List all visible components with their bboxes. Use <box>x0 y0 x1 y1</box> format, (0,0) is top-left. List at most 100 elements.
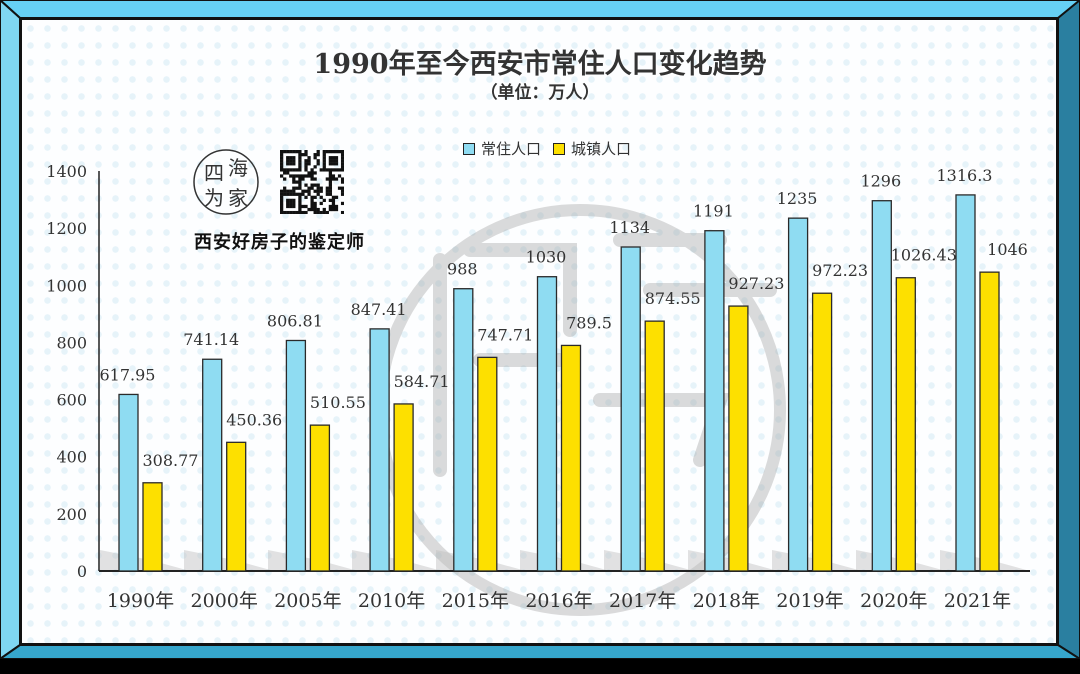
qr-module <box>313 183 317 187</box>
qr-module <box>340 177 344 181</box>
bar-urban <box>979 271 1000 572</box>
qr-module <box>316 159 320 163</box>
qr-module <box>295 174 299 178</box>
qr-module <box>286 156 290 160</box>
qr-module <box>280 153 284 157</box>
qr-module <box>295 210 299 214</box>
qr-module <box>298 165 302 169</box>
qr-module <box>334 177 339 181</box>
qr-module <box>304 204 308 209</box>
qr-module <box>328 177 333 181</box>
data-label-total: 847.41 <box>351 300 407 319</box>
qr-module <box>298 180 302 184</box>
data-label-total: 1316.3 <box>937 166 993 185</box>
qr-module <box>298 201 302 206</box>
x-tick-label: 1990年 <box>107 590 174 612</box>
legend-label-urban: 城镇人口 <box>571 140 632 158</box>
qr-module <box>331 198 336 203</box>
qr-module <box>307 192 311 196</box>
qr-module <box>322 150 326 154</box>
logo-char: 四 <box>204 161 224 185</box>
qr-module <box>292 150 296 154</box>
qr-module <box>280 192 284 196</box>
qr-module <box>340 168 344 172</box>
data-label-total: 806.81 <box>267 311 323 330</box>
qr-module <box>340 159 344 163</box>
qr-module <box>319 195 323 199</box>
x-tick-label: 2017年 <box>609 590 676 612</box>
x-tick-label: 2020年 <box>860 590 927 612</box>
qr-module <box>337 186 342 190</box>
y-tick-label: 600 <box>56 391 87 410</box>
qr-module <box>304 150 308 154</box>
qr-module <box>337 150 342 154</box>
qr-module <box>331 195 336 199</box>
qr-module <box>298 183 302 187</box>
data-label-total: 1191 <box>693 202 734 221</box>
qr-module <box>334 150 339 154</box>
qr-module <box>286 159 290 163</box>
qr-module <box>286 171 290 175</box>
bar-total <box>453 288 474 572</box>
data-label-total: 741.14 <box>183 330 239 349</box>
qr-module <box>295 168 299 172</box>
qr-module <box>322 210 326 214</box>
qr-module <box>292 204 296 209</box>
qr-module <box>289 156 293 160</box>
qr-module <box>286 189 290 193</box>
qr-module <box>286 192 290 196</box>
qr-module <box>292 177 296 181</box>
qr-module <box>283 192 287 196</box>
qr-module <box>304 165 308 169</box>
qr-module <box>340 186 344 190</box>
bar-urban <box>477 356 498 572</box>
x-tick-label: 2000年 <box>191 590 258 612</box>
x-tick-label: 2015年 <box>442 590 509 612</box>
qr-module <box>313 165 317 169</box>
qr-module <box>307 156 311 160</box>
qr-module <box>316 186 320 190</box>
qr-module <box>298 156 302 160</box>
qr-module <box>292 201 296 206</box>
bar-total <box>787 217 809 572</box>
bar-urban <box>309 424 331 572</box>
qr-module <box>310 177 314 181</box>
y-tick-label: 400 <box>56 448 87 467</box>
qr-module <box>298 174 302 178</box>
qr-module <box>337 168 342 172</box>
qr-module <box>307 189 311 193</box>
qr-module <box>310 183 314 187</box>
qr-module <box>304 189 308 193</box>
qr-module <box>286 168 290 172</box>
qr-module <box>292 156 296 160</box>
qr-module <box>283 168 287 172</box>
qr-module <box>307 186 311 190</box>
qr-module <box>298 192 302 196</box>
qr-code-icon <box>280 150 344 214</box>
qr-module <box>301 210 305 214</box>
qr-module <box>316 153 320 157</box>
x-tick-label: 2016年 <box>525 590 592 612</box>
qr-module <box>313 207 317 212</box>
qr-module <box>289 168 293 172</box>
data-label-urban: 450.36 <box>226 410 282 429</box>
qr-module <box>298 150 302 154</box>
qr-module <box>328 186 333 190</box>
qr-module <box>298 195 302 199</box>
bar-total <box>536 276 558 572</box>
qr-module <box>304 210 308 214</box>
qr-module <box>325 189 329 193</box>
qr-module <box>280 165 284 169</box>
qr-module <box>280 156 284 160</box>
qr-module <box>280 195 284 199</box>
qr-module <box>328 171 333 175</box>
qr-module <box>334 156 339 160</box>
qr-module <box>295 192 299 196</box>
qr-module <box>310 207 314 212</box>
qr-module <box>322 168 326 172</box>
legend-label-total: 常住人口 <box>481 140 542 158</box>
qr-module <box>280 150 284 154</box>
qr-module <box>283 177 287 181</box>
qr-module <box>310 171 314 175</box>
